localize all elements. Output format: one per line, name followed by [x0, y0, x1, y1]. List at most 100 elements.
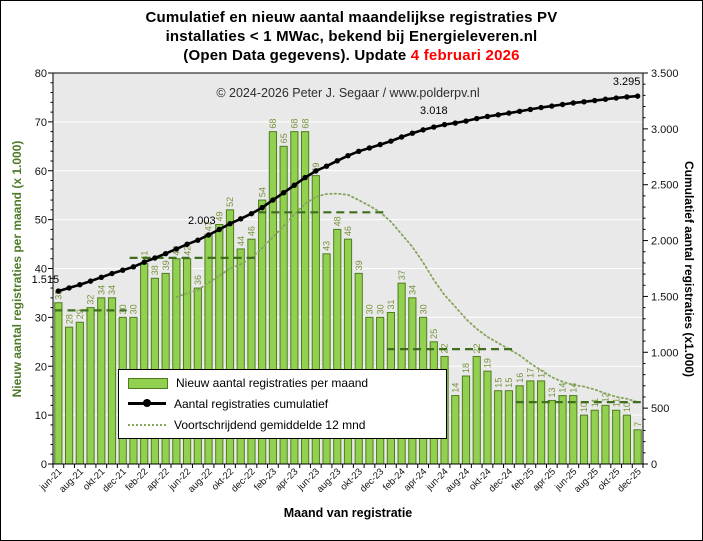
svg-text:2.003: 2.003: [188, 215, 216, 227]
svg-text:3.000: 3.000: [651, 124, 679, 136]
svg-text:13: 13: [547, 387, 557, 397]
svg-text:31: 31: [386, 299, 396, 309]
x-axis-title: Maand van registratie: [283, 506, 413, 520]
year-average-lines: [54, 211, 642, 404]
svg-text:2.000: 2.000: [651, 236, 679, 248]
svg-text:dec-24: dec-24: [487, 466, 515, 494]
svg-text:44: 44: [236, 236, 246, 246]
svg-text:41: 41: [139, 251, 149, 261]
svg-text:34: 34: [408, 285, 418, 295]
x-tick-labels: jun-21aug-21okt-21dec-21feb-22apr-22jun-…: [37, 466, 643, 495]
svg-text:3.018: 3.018: [420, 105, 448, 117]
legend-label: Voortschrijdend gemiddelde 12 mnd: [174, 417, 366, 432]
svg-text:50: 50: [35, 215, 47, 227]
svg-text:3.500: 3.500: [651, 68, 679, 80]
bar: [558, 395, 567, 465]
svg-text:59: 59: [311, 163, 321, 173]
svg-text:14: 14: [568, 383, 578, 393]
svg-text:68: 68: [268, 119, 278, 129]
svg-text:apr-24: apr-24: [402, 466, 429, 493]
svg-text:49: 49: [214, 211, 224, 221]
bar: [612, 409, 621, 465]
svg-text:3.295: 3.295: [613, 76, 641, 88]
svg-text:1.000: 1.000: [651, 347, 679, 359]
legend-label: Aantal registraties cumulatief: [174, 396, 329, 411]
bar: [633, 429, 642, 465]
svg-text:2.500: 2.500: [651, 180, 679, 192]
svg-text:apr-25: apr-25: [531, 466, 558, 493]
svg-text:32: 32: [86, 295, 96, 305]
svg-text:30: 30: [418, 304, 428, 314]
title-line-2: installaties < 1 MWac, bekend bij Energi…: [165, 28, 538, 45]
bar: [451, 395, 460, 465]
bar: [526, 380, 535, 465]
chart-title: Cumulatief en nieuw aantal maandelijkse …: [1, 8, 702, 65]
svg-text:10: 10: [579, 402, 589, 412]
svg-text:10: 10: [35, 410, 47, 422]
bar: [547, 399, 556, 465]
svg-text:11: 11: [611, 398, 621, 407]
line-swatch-icon: [128, 399, 166, 408]
bar: [54, 302, 63, 465]
svg-text:feb-25: feb-25: [510, 466, 537, 493]
svg-text:37: 37: [397, 270, 407, 280]
legend-item-moving-average: Voortschrijdend gemiddelde 12 mnd: [119, 418, 446, 432]
title-line-1: Cumulatief en nieuw aantal maandelijkse …: [145, 9, 558, 26]
svg-text:feb-22: feb-22: [123, 466, 150, 493]
svg-text:28: 28: [64, 314, 74, 324]
bar: [461, 375, 471, 465]
legend-item-cumulative: Aantal registraties cumulatief: [119, 397, 446, 411]
cumulative-line: [55, 93, 641, 294]
plot-frame: [52, 72, 644, 465]
svg-text:feb-24: feb-24: [381, 466, 408, 493]
right-axis-title: Cumulatief aantal registraties (x1.000): [682, 160, 696, 378]
bar: [622, 414, 632, 465]
svg-text:14: 14: [558, 383, 568, 393]
svg-text:dec-21: dec-21: [101, 466, 129, 494]
svg-text:aug-24: aug-24: [443, 466, 472, 495]
update-date-text: 4 februari 2026: [410, 47, 520, 64]
svg-text:20: 20: [35, 361, 47, 373]
svg-text:aug-21: aug-21: [57, 466, 86, 495]
bar: [601, 404, 610, 465]
svg-text:60: 60: [35, 166, 47, 178]
svg-text:36: 36: [193, 275, 203, 285]
svg-text:80: 80: [35, 68, 47, 80]
bar: [504, 390, 514, 465]
svg-text:15: 15: [493, 378, 503, 388]
svg-text:1.500: 1.500: [651, 291, 679, 303]
svg-text:0: 0: [651, 459, 657, 471]
svg-text:40: 40: [35, 264, 47, 276]
svg-text:68: 68: [290, 119, 300, 129]
bar: [107, 297, 117, 465]
svg-text:47: 47: [204, 221, 214, 231]
svg-text:46: 46: [343, 226, 353, 236]
bar: [494, 390, 503, 465]
svg-text:30: 30: [35, 312, 47, 324]
svg-text:42: 42: [182, 246, 192, 256]
svg-text:17: 17: [536, 368, 546, 378]
bar: [569, 395, 578, 465]
svg-text:0: 0: [41, 459, 47, 471]
svg-text:apr-23: apr-23: [273, 466, 300, 493]
svg-text:12: 12: [601, 392, 611, 402]
bar: [536, 380, 546, 465]
svg-text:48: 48: [332, 216, 342, 226]
svg-text:7: 7: [633, 422, 643, 427]
svg-text:17: 17: [526, 368, 536, 378]
svg-text:52: 52: [225, 197, 235, 207]
legend-label: Nieuw aantal registraties per maand: [176, 376, 369, 391]
bar: [579, 414, 589, 465]
svg-text:14: 14: [450, 383, 460, 393]
svg-text:25: 25: [429, 329, 439, 339]
svg-text:29: 29: [75, 309, 85, 319]
bar: [472, 355, 481, 465]
bar: [86, 307, 95, 465]
bar: [483, 370, 492, 465]
bar-value-labels: 3328293234343030413839424236474952444654…: [54, 119, 643, 427]
svg-text:1.515: 1.515: [32, 274, 60, 286]
svg-text:500: 500: [651, 403, 669, 415]
left-axis-title: Nieuw aantal registraties per maand (x 1…: [10, 140, 24, 398]
